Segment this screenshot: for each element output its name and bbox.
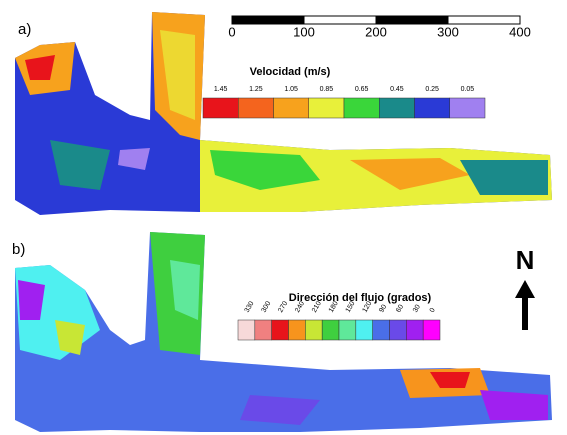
legend-label: 0.85 <box>320 86 334 93</box>
legend-label: 90 <box>378 304 388 314</box>
legend-swatch <box>238 320 255 340</box>
legend-swatch <box>322 320 339 340</box>
legend-label: 0.05 <box>461 86 475 93</box>
legend-title: Dirección del flujo (grados) <box>289 292 432 304</box>
legend-swatch <box>289 320 306 340</box>
legend-label: 330 <box>244 300 256 314</box>
legend-swatch <box>423 320 440 340</box>
legend-label: 1.25 <box>249 86 263 93</box>
legend-swatch <box>255 320 272 340</box>
scale-bar-segment <box>232 16 304 24</box>
scale-bar-label: 100 <box>293 24 315 39</box>
legend-label: 1.05 <box>284 86 298 93</box>
figure: N 0100200300400a)Velocidad (m/s)1.451.25… <box>0 0 567 435</box>
scale-bar-segment <box>448 16 520 24</box>
panel-label: a) <box>18 21 31 38</box>
north-label: N <box>516 245 535 275</box>
legend-label: 0.65 <box>355 86 369 93</box>
legend-title: Velocidad (m/s) <box>250 66 331 78</box>
legend-label: 0 <box>429 307 437 314</box>
legend-swatch <box>415 98 450 118</box>
north-arrow: N <box>515 245 535 330</box>
legend-swatch <box>379 98 414 118</box>
legend-swatch <box>339 320 356 340</box>
scale-bar-label: 200 <box>365 24 387 39</box>
legend-swatch <box>272 320 289 340</box>
scale-bar-label: 0 <box>228 24 235 39</box>
legend-label: 0.25 <box>425 86 439 93</box>
legend-swatch <box>274 98 309 118</box>
legend-swatch <box>373 320 390 340</box>
scale-bar-segment <box>304 16 376 24</box>
legend-label: 300 <box>261 300 273 314</box>
legend-swatch <box>406 320 423 340</box>
scale-bar-label: 300 <box>437 24 459 39</box>
legend-label: 1.45 <box>214 86 228 93</box>
legend-swatch <box>390 320 407 340</box>
legend-swatch <box>238 98 273 118</box>
legend-swatch <box>203 98 238 118</box>
legend-swatch <box>305 320 322 340</box>
legend-swatch <box>344 98 379 118</box>
legend-swatch <box>450 98 485 118</box>
scale-bar-segment <box>376 16 448 24</box>
legend-label: 0.45 <box>390 86 404 93</box>
legend-swatch <box>309 98 344 118</box>
legend-label: 60 <box>395 304 405 314</box>
legend-swatch <box>356 320 373 340</box>
panel-label: b) <box>12 241 25 258</box>
legend-label: 270 <box>277 300 289 314</box>
legend-label: 30 <box>412 304 422 314</box>
scale-bar-label: 400 <box>509 24 531 39</box>
